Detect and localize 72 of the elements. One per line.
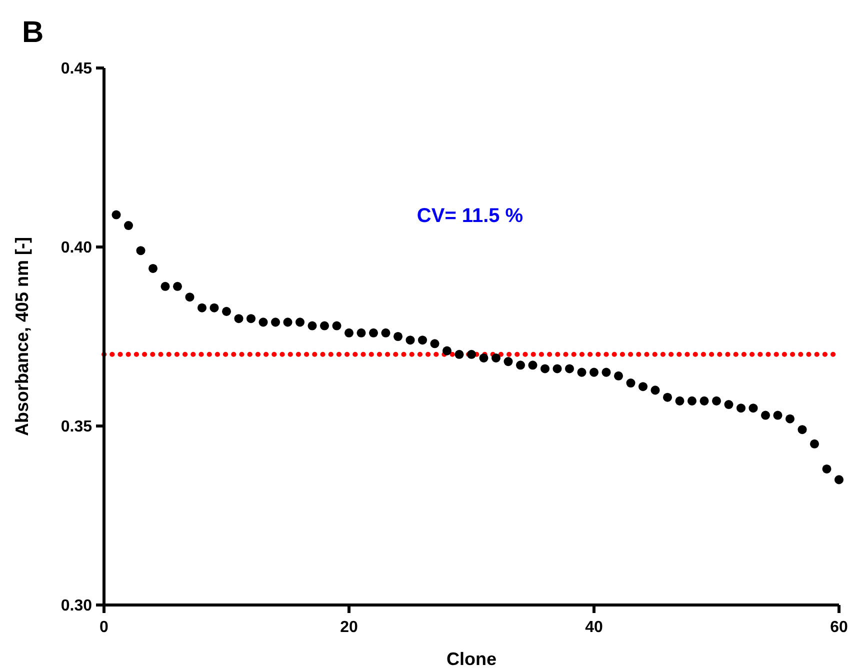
point	[234, 314, 244, 324]
point	[736, 404, 746, 413]
point	[662, 392, 672, 402]
point	[258, 318, 268, 327]
point	[614, 371, 624, 380]
y-axis-title: Absorbance, 405 nm [-]	[12, 236, 32, 436]
point	[172, 282, 182, 291]
point	[418, 336, 428, 345]
point	[308, 321, 317, 330]
point	[406, 336, 415, 345]
point	[773, 410, 782, 420]
point	[589, 368, 599, 377]
point	[834, 475, 844, 484]
point	[368, 328, 378, 338]
point	[136, 246, 146, 256]
point	[356, 328, 366, 338]
point	[822, 464, 832, 474]
point	[491, 353, 501, 362]
point	[270, 318, 280, 327]
point	[124, 221, 134, 230]
point	[602, 368, 611, 377]
point	[760, 410, 770, 420]
point	[564, 364, 574, 374]
point	[197, 303, 207, 312]
point	[185, 292, 194, 302]
point	[160, 282, 170, 291]
point	[320, 321, 330, 330]
point	[700, 396, 709, 406]
y-tick-label: 0.30	[60, 598, 92, 615]
point	[810, 439, 820, 448]
point	[785, 414, 795, 424]
point	[466, 350, 476, 359]
point	[454, 350, 464, 359]
point	[332, 321, 342, 330]
x-tick-label: 60	[830, 619, 848, 636]
x-axis-title: Clone	[446, 649, 497, 669]
y-tick-label: 0.40	[60, 240, 92, 257]
point	[504, 357, 513, 366]
point	[577, 368, 586, 377]
point	[712, 396, 722, 406]
annotation: CV= 11.5 %	[416, 205, 524, 227]
point	[246, 314, 256, 324]
point	[381, 328, 390, 338]
point	[650, 386, 660, 395]
point	[442, 346, 452, 356]
point	[540, 364, 550, 374]
x-tick-label: 40	[585, 619, 603, 636]
point	[638, 382, 648, 392]
point	[222, 306, 232, 316]
point	[210, 303, 219, 312]
point	[283, 318, 292, 327]
point	[516, 360, 526, 370]
point	[552, 364, 562, 374]
y-tick-label: 0.35	[60, 418, 92, 436]
point	[687, 396, 697, 406]
chart-title: B	[22, 16, 44, 49]
point	[430, 339, 440, 348]
point	[344, 328, 354, 338]
point	[675, 396, 684, 406]
point	[112, 210, 121, 220]
point	[626, 378, 636, 388]
x-tick-label: 0	[100, 619, 109, 636]
y-tick-label: 0.45	[60, 60, 92, 78]
point	[748, 404, 758, 413]
point	[393, 332, 403, 342]
point	[528, 360, 538, 370]
point	[479, 353, 488, 362]
point	[148, 264, 158, 273]
point	[295, 318, 305, 327]
point	[724, 400, 734, 410]
point	[798, 425, 807, 434]
x-tick-label: 20	[340, 619, 358, 636]
